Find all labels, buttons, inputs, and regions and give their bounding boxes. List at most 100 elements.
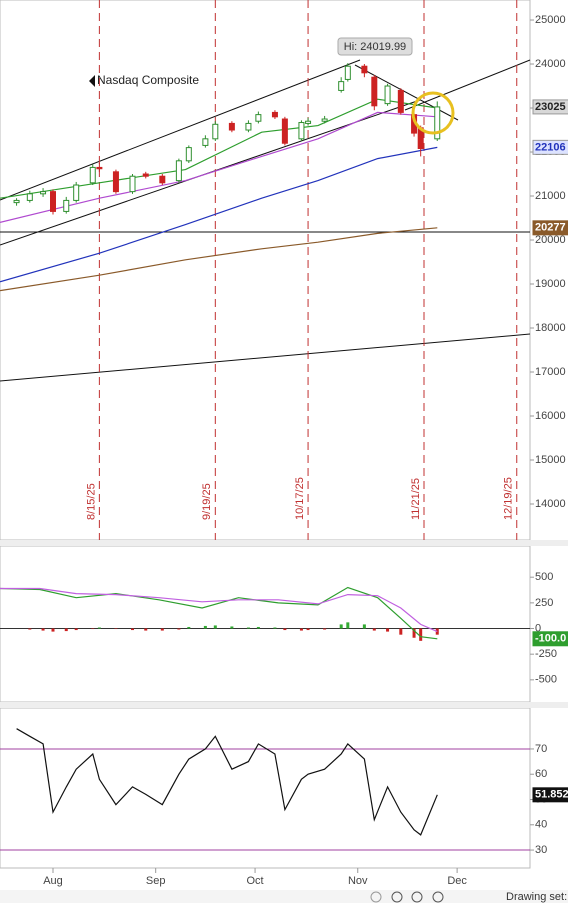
candle-body: [73, 184, 80, 201]
histogram-bar: [283, 628, 287, 631]
candle-body: [96, 166, 103, 170]
histogram-bar: [203, 625, 207, 629]
marker-label: 12/19/25: [503, 477, 515, 520]
histogram-bar: [339, 624, 343, 629]
rsi-line: [16, 728, 438, 836]
trend-line: [0, 59, 361, 201]
toolbar-button[interactable]: [411, 891, 423, 903]
histogram-bar: [346, 622, 350, 629]
candle-body: [245, 122, 252, 131]
y-tick-label: 16000: [535, 410, 566, 422]
candle-body: [271, 111, 278, 118]
histogram-bar: [160, 628, 164, 631]
histogram-bar: [28, 628, 32, 630]
price-label-box: [532, 220, 568, 236]
histogram-bar: [213, 625, 217, 629]
x-tick-label: Oct: [247, 875, 264, 887]
marker-label: 8/15/25: [85, 483, 97, 520]
candle-body: [434, 106, 441, 140]
high-label-box: [337, 37, 413, 56]
candle-body: [344, 65, 351, 80]
histogram-bar: [177, 628, 181, 630]
histogram-bar: [74, 628, 78, 631]
candle-body: [384, 85, 391, 105]
candle-body: [13, 199, 20, 204]
histogram-bar: [51, 628, 55, 632]
histogram-bar: [362, 624, 366, 629]
y-tick-label: -250: [535, 648, 557, 660]
histogram-bar: [273, 627, 277, 629]
y-tick-label: 21000: [535, 190, 566, 202]
candle-body: [371, 76, 378, 107]
price-label: -100.0: [535, 633, 566, 645]
histogram-bar: [114, 628, 118, 630]
divider: [0, 540, 568, 546]
candle-body: [321, 118, 328, 122]
candle-body: [298, 122, 305, 140]
toolbar-button[interactable]: [391, 891, 403, 903]
y-tick-label: 60: [535, 768, 547, 780]
histogram-bar: [256, 626, 260, 629]
histogram-bar: [64, 628, 68, 632]
price-label-box: [532, 787, 568, 803]
candle-body: [361, 65, 368, 74]
divider: [0, 702, 568, 708]
marker-label: 10/17/25: [294, 477, 306, 520]
price-label-box: [532, 631, 568, 647]
y-tick-label: 0: [535, 622, 541, 634]
y-tick-label: 20000: [535, 234, 566, 246]
histogram-bar: [97, 627, 101, 629]
y-tick-label: 30: [535, 844, 547, 856]
histogram-bar: [187, 626, 191, 629]
drawing-set[interactable]: Drawing set: Defa: [506, 891, 568, 903]
moving-average: [0, 146, 438, 283]
y-tick-label: 15000: [535, 454, 566, 466]
price-label: 22106: [535, 141, 566, 153]
histogram-bar: [419, 628, 423, 641]
toolbar-button[interactable]: [370, 891, 382, 903]
moving-average: [0, 111, 438, 223]
candle-body: [228, 122, 235, 131]
price-label: 23025: [535, 101, 566, 113]
title-arrow: [89, 75, 95, 87]
histogram-bar: [299, 628, 303, 631]
histogram-bar: [386, 628, 390, 632]
x-tick-label: Aug: [43, 875, 63, 887]
price-label: 20277: [535, 222, 566, 234]
histogram-bar: [306, 628, 310, 631]
y-tick-label: 14000: [535, 498, 566, 510]
histogram-bar: [246, 627, 250, 629]
moving-average: [0, 98, 438, 199]
marker-label: 11/21/25: [410, 478, 422, 520]
histogram-bar: [230, 626, 234, 629]
price-label-box: [532, 139, 568, 155]
y-tick-label: 17000: [535, 366, 566, 378]
y-tick-label: 18000: [535, 322, 566, 334]
toolbar: [0, 890, 568, 903]
candle-body: [185, 147, 192, 162]
toolbar-button[interactable]: [432, 891, 444, 903]
candle-body: [255, 114, 262, 122]
macd-line: [0, 587, 438, 633]
y-tick-label: 500: [535, 571, 553, 583]
price-label: 51.852: [535, 789, 568, 801]
candle-body: [26, 193, 33, 201]
marker-label: 9/19/25: [201, 483, 213, 520]
histogram-bar: [131, 628, 134, 631]
trend-line: [0, 333, 531, 382]
trend-line: [404, 59, 531, 111]
y-tick-label: 250: [535, 597, 553, 609]
x-tick-label: Dec: [447, 875, 467, 887]
candle-body: [50, 191, 56, 212]
candle-body: [40, 191, 47, 195]
histogram-bar: [372, 628, 376, 631]
highlight-circle: [411, 91, 455, 135]
candle-body: [63, 199, 70, 212]
price-label-box: [532, 99, 568, 115]
candle-body: [281, 118, 288, 144]
histogram-bar: [41, 628, 45, 631]
candle-body: [159, 175, 166, 184]
candle-body: [212, 123, 219, 140]
chart-title: Nasdaq Composite: [97, 73, 199, 87]
